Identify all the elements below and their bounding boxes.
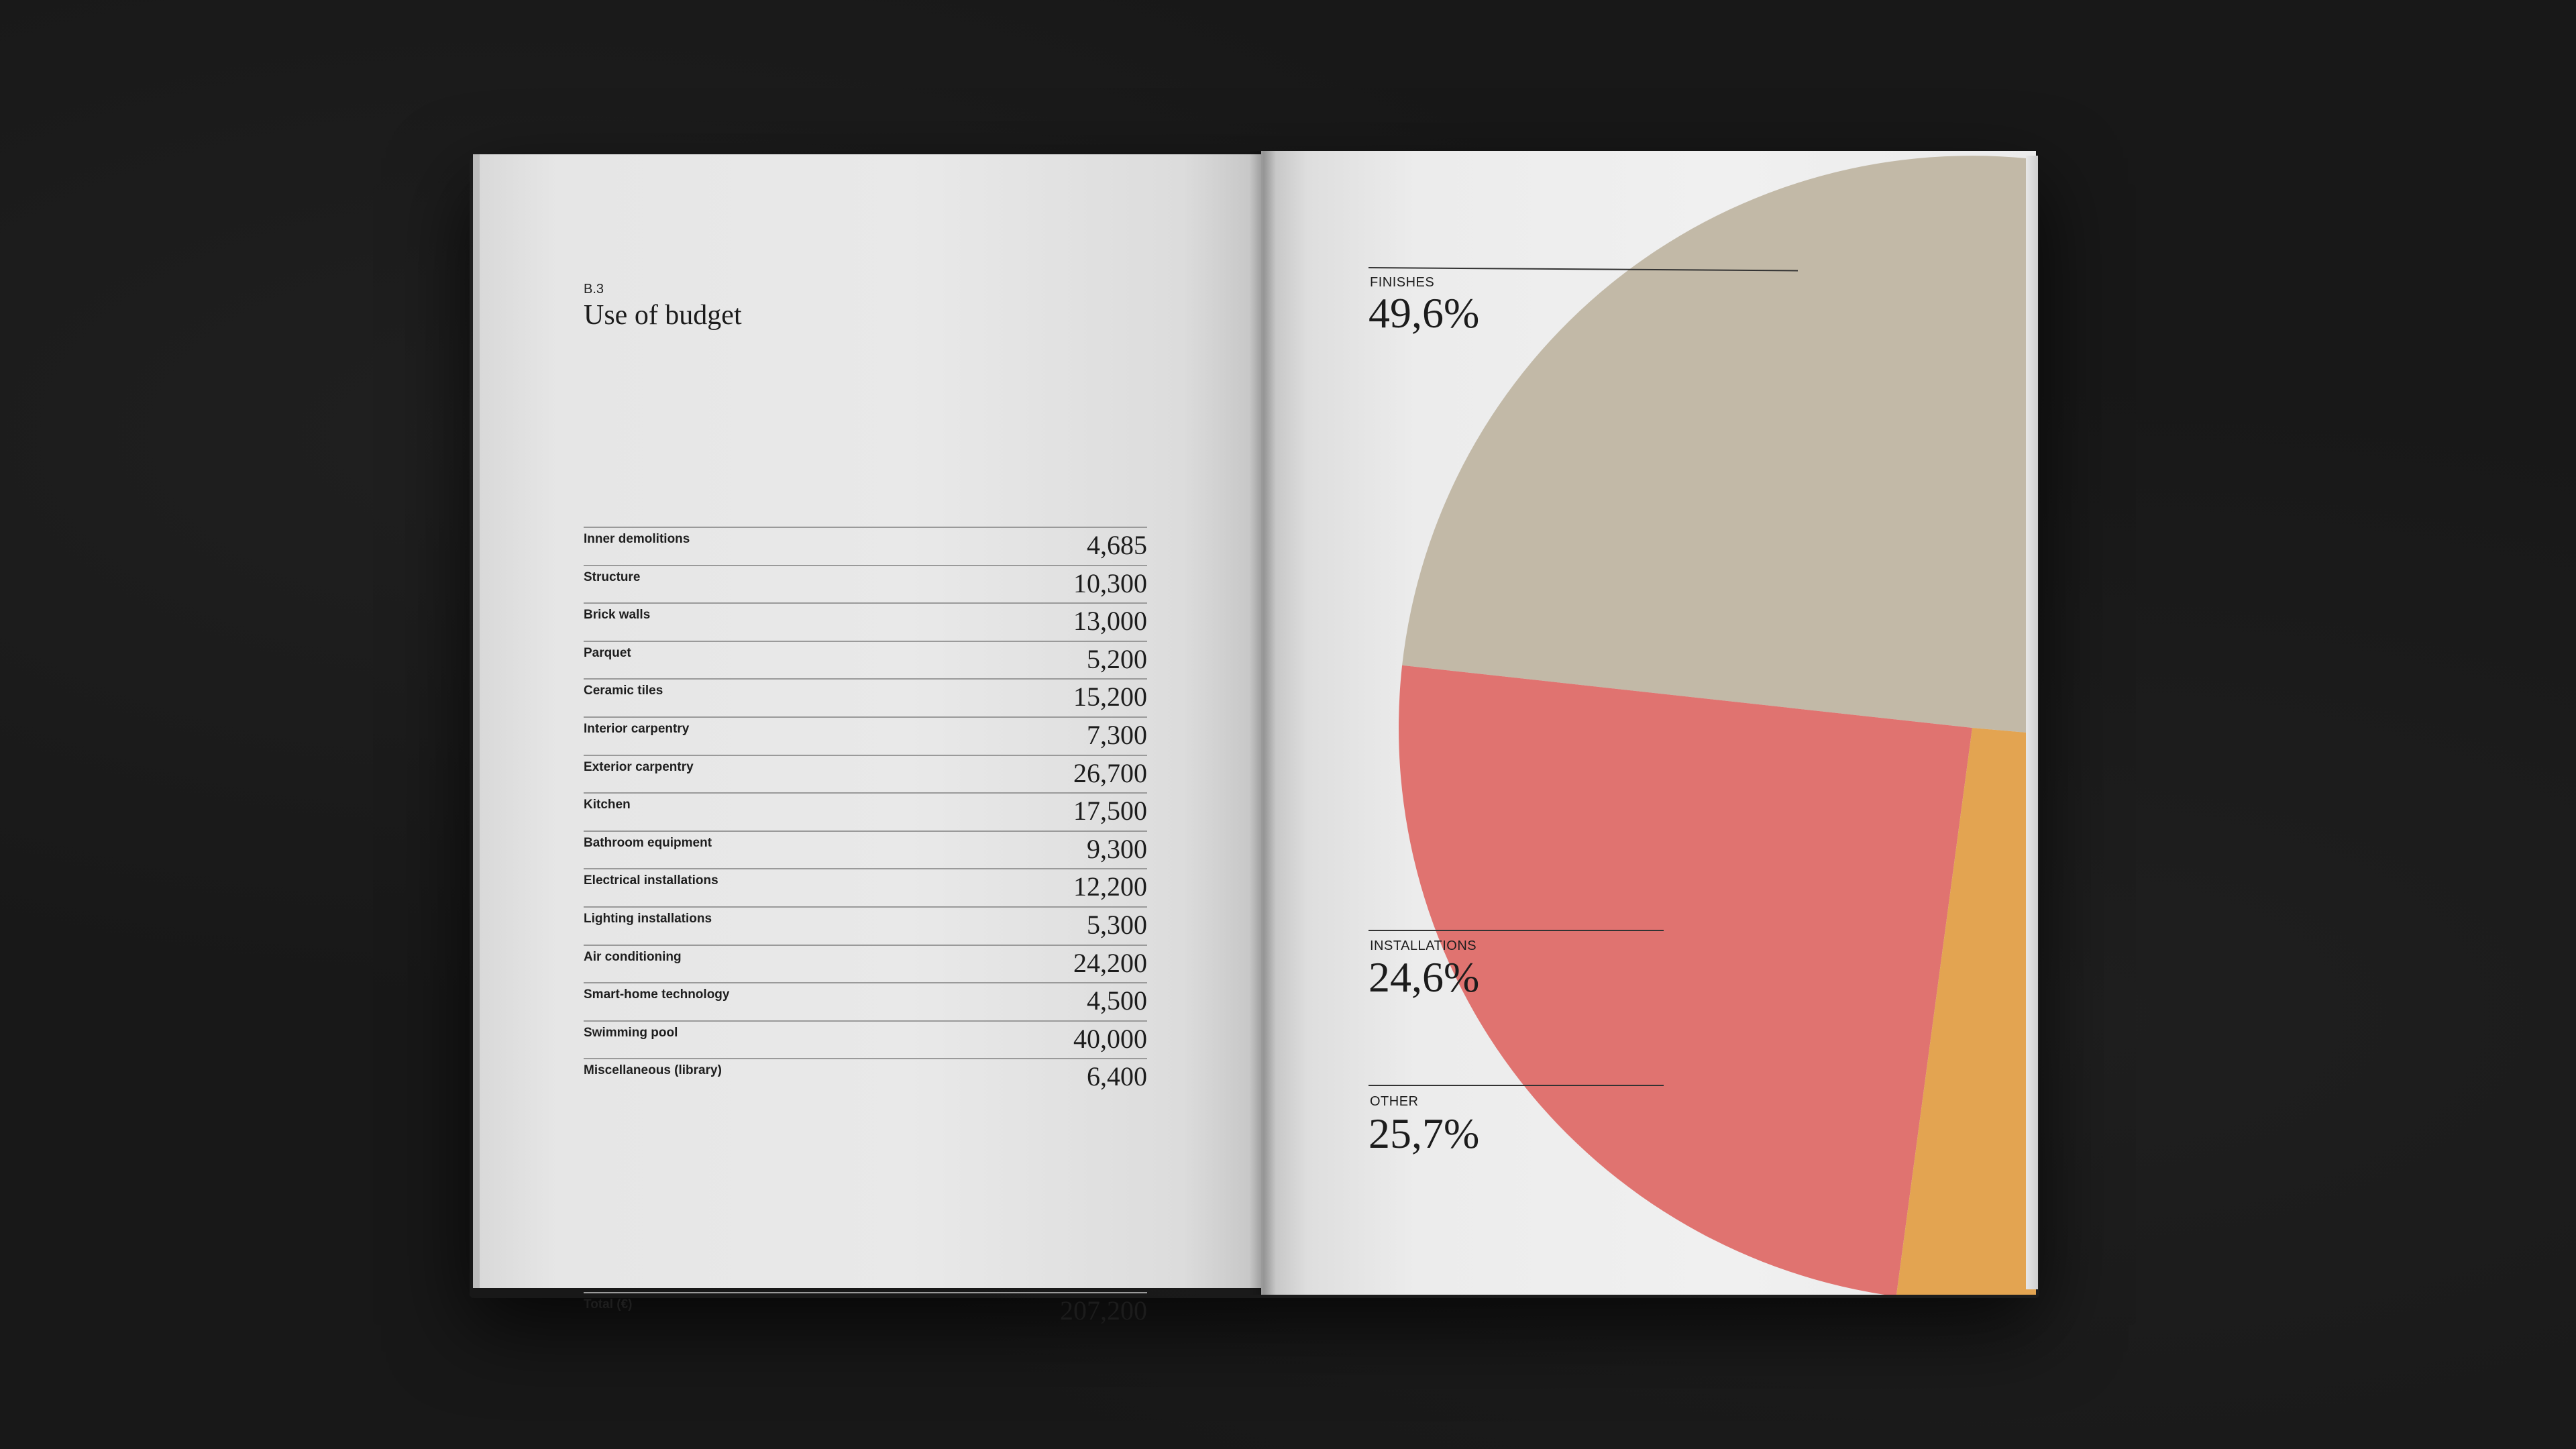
budget-row-label: Miscellaneous (library) (584, 1063, 722, 1078)
budget-row-value: 5,300 (1087, 909, 1147, 940)
budget-row-value: 9,300 (1087, 833, 1147, 864)
budget-row-label: Bathroom equipment (584, 835, 712, 850)
budget-row-label: Air conditioning (584, 949, 682, 964)
spine-gutter (1249, 151, 1276, 1295)
budget-row: Swimming pool 40,000 (584, 1020, 1147, 1059)
budget-row-label: Interior carpentry (584, 721, 690, 736)
page-title: Use of budget (584, 300, 742, 331)
budget-row: Bathroom equipment 9,300 (584, 830, 1147, 869)
budget-row-label: Electrical installations (584, 873, 718, 888)
budget-row-value: 26,700 (1073, 757, 1147, 788)
budget-row-label: Brick walls (584, 608, 651, 623)
chart-value-installations: 24,6% (1368, 953, 1480, 1001)
budget-row-label: Structure (584, 570, 641, 584)
budget-row-value: 4,500 (1087, 985, 1147, 1016)
leader-line-other (1368, 1085, 1664, 1086)
total-value: 207,200 (1060, 1295, 1147, 1326)
pie-slice-finishes (1402, 156, 2036, 734)
page-edge (2026, 156, 2038, 1289)
budget-row-value: 13,000 (1073, 606, 1147, 637)
budget-row-value: 24,200 (1073, 947, 1147, 978)
left-page: B.3 Use of budget Inner demolitions 4,685… (473, 154, 1261, 1326)
budget-row-label: Smart-home technology (584, 987, 730, 1002)
budget-row-value: 12,200 (1073, 871, 1147, 902)
budget-row: Ceramic tiles 15,200 (584, 678, 1147, 716)
budget-row-value: 4,685 (1087, 530, 1147, 560)
budget-row: Smart-home technology 4,500 (584, 982, 1147, 1020)
budget-row-label: Ceramic tiles (584, 684, 663, 698)
budget-row-label: Lighting installations (584, 911, 712, 926)
pie-slice-other (1896, 728, 2036, 1295)
budget-row-value: 5,200 (1087, 643, 1147, 674)
budget-row-label: Kitchen (584, 798, 631, 812)
budget-row: Parquet 5,200 (584, 640, 1147, 679)
budget-row-value: 6,400 (1087, 1061, 1147, 1092)
budget-row-value: 7,300 (1087, 719, 1147, 750)
budget-row-value: 40,000 (1073, 1023, 1147, 1054)
budget-row: Miscellaneous (library) 6,400 (584, 1058, 1147, 1096)
budget-row: Interior carpentry 7,300 (584, 716, 1147, 755)
right-page: FINISHES 49,6% INSTALLATIONS 24,6% OTHER… (1261, 151, 2036, 1295)
budget-row-label: Exterior carpentry (584, 759, 694, 774)
budget-total-row: Total (€) 207,200 (584, 1292, 1147, 1330)
chart-label-finishes: FINISHES (1370, 275, 1435, 290)
section-code: B.3 (584, 282, 604, 297)
budget-row-value: 15,200 (1073, 682, 1147, 712)
pie-slice-installations (1399, 665, 1972, 1295)
budget-row-label: Parquet (584, 645, 631, 660)
budget-row: Lighting installations 5,300 (584, 906, 1147, 945)
chart-value-other: 25,7% (1368, 1110, 1480, 1157)
total-label: Total (€) (584, 1297, 633, 1311)
budget-row: Kitchen 17,500 (584, 792, 1147, 830)
budget-row-value: 10,300 (1073, 568, 1147, 598)
budget-row: Exterior carpentry 26,700 (584, 754, 1147, 793)
pie-chart (1399, 156, 2036, 1295)
budget-row-label: Swimming pool (584, 1025, 678, 1040)
chart-value-finishes: 49,6% (1368, 289, 1480, 337)
budget-row-value: 17,500 (1073, 796, 1147, 826)
chart-label-installations: INSTALLATIONS (1370, 938, 1477, 953)
budget-row-label: Inner demolitions (584, 532, 690, 546)
budget-table: Inner demolitions 4,685 Structure 10,300 B… (584, 527, 1147, 1096)
budget-row: Structure 10,300 (584, 564, 1147, 603)
budget-row: Inner demolitions 4,685 (584, 527, 1147, 565)
leader-line-installations (1368, 930, 1664, 931)
chart-label-other: OTHER (1370, 1094, 1419, 1109)
budget-row: Air conditioning 24,200 (584, 944, 1147, 983)
budget-row: Electrical installations 12,200 (584, 868, 1147, 906)
budget-row: Brick walls 13,000 (584, 602, 1147, 641)
